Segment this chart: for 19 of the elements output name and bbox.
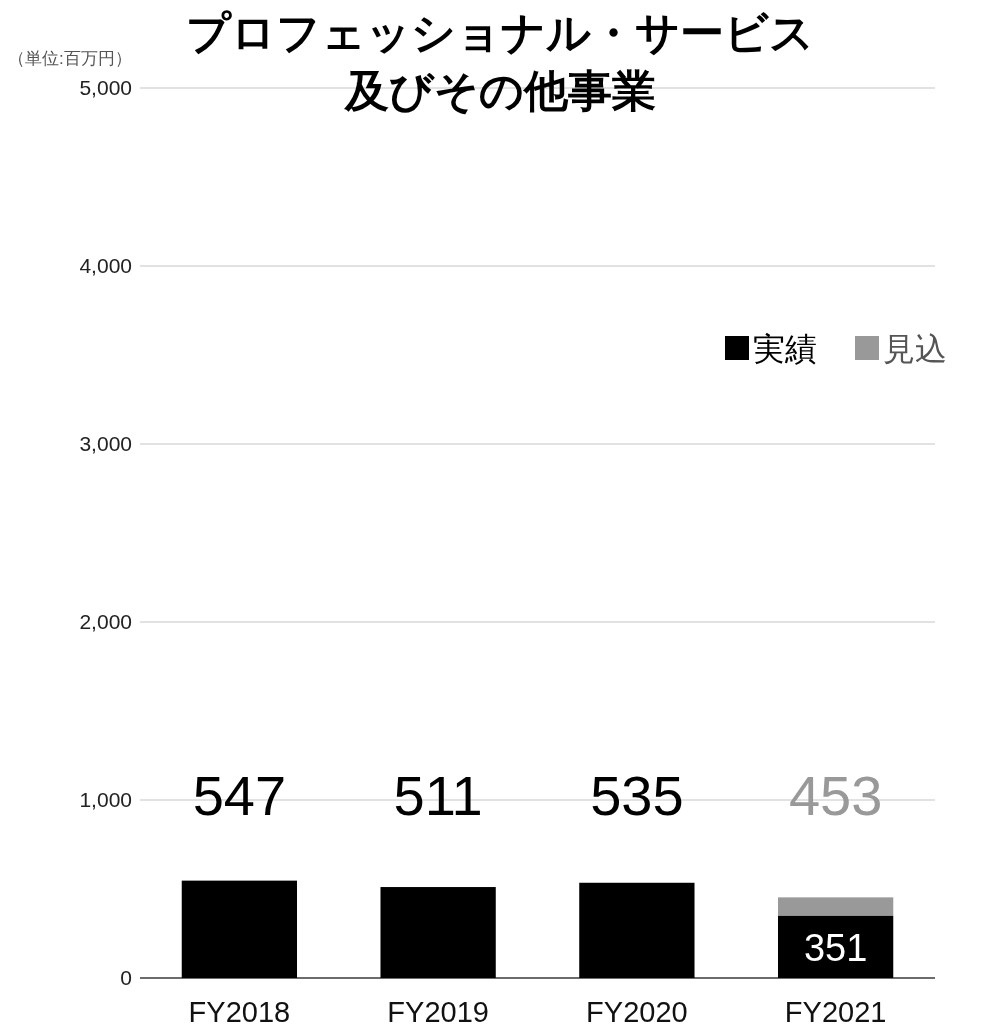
data-label: 351 [803,926,868,969]
y-tick-label: 5,000 [79,76,132,99]
y-tick-label: 3,000 [79,432,132,455]
x-tick-label: FY2020 [586,996,688,1027]
y-tick-label: 2,000 [79,610,132,633]
total-label: 511 [393,764,483,827]
total-label: 547 [192,764,287,827]
legend-label: 実績 [753,331,817,367]
total-label: 535 [590,764,684,827]
x-tick-label: FY2018 [188,996,291,1027]
y-axis-title: （単位:百万円） [8,49,132,68]
x-tick-label: FY2021 [784,996,887,1027]
y-tick-label: 0 [120,966,132,989]
legend-label: 見込 [883,331,947,367]
x-tick-label: FY2019 [387,996,489,1027]
chart-title: プロフェッショナル・サービス及びその他事業 [185,7,815,117]
y-tick-label: 4,000 [79,254,132,277]
y-tick-label: 1,000 [79,788,132,811]
total-label: 453 [788,764,883,827]
